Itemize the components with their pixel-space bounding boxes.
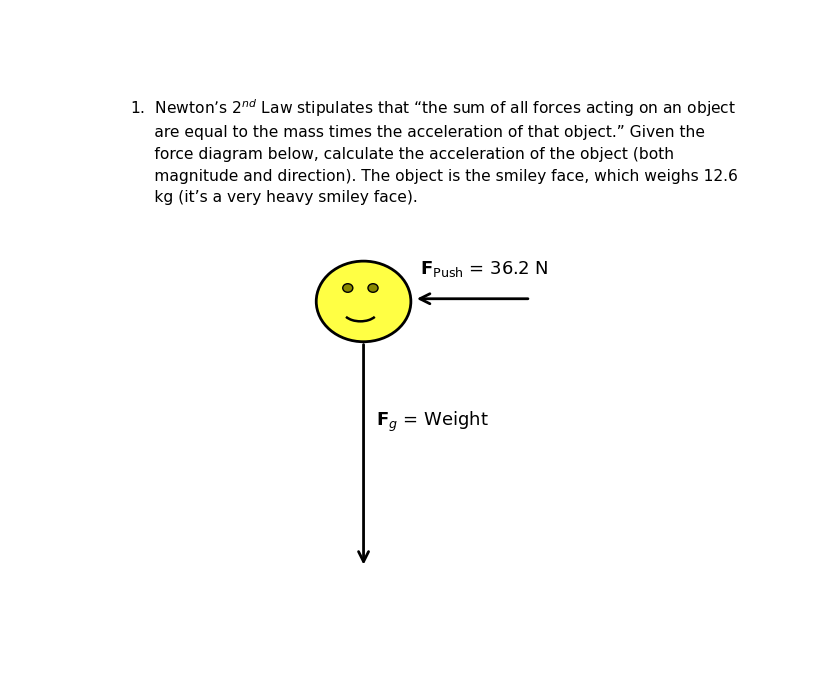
Text: $\mathbf{F}_g$ = Weight: $\mathbf{F}_g$ = Weight	[376, 410, 489, 434]
Circle shape	[368, 283, 378, 292]
Circle shape	[343, 283, 352, 292]
Circle shape	[316, 261, 411, 342]
Text: 1.  Newton’s 2$^{nd}$ Law stipulates that “the sum of all forces acting on an ob: 1. Newton’s 2$^{nd}$ Law stipulates that…	[130, 97, 738, 205]
Text: $\mathbf{F}_{\mathrm{Push}}$ = 36.2 N: $\mathbf{F}_{\mathrm{Push}}$ = 36.2 N	[420, 259, 549, 279]
